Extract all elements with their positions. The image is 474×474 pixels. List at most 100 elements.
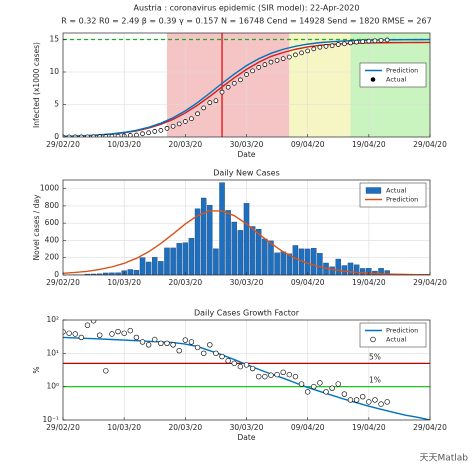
data-point: [195, 111, 200, 117]
data-point: [298, 381, 305, 387]
data-point: [317, 44, 323, 50]
data-point: [354, 39, 359, 45]
x-tick-label: 29/04/20: [413, 140, 447, 149]
legend-label: Prediction: [386, 67, 418, 75]
x-tick-label: 19/04/20: [352, 278, 386, 287]
data-point: [323, 44, 329, 49]
data-point: [256, 373, 262, 380]
legend-swatch: [370, 336, 376, 343]
bar: [311, 247, 317, 275]
data-point: [139, 339, 146, 345]
data-point: [348, 40, 353, 46]
legend-label: Prediction: [386, 196, 418, 204]
x-tick-label: 19/04/20: [352, 423, 386, 432]
data-point: [200, 350, 207, 357]
data-point: [201, 105, 207, 111]
x-tick-label: 30/03/20: [230, 140, 264, 149]
y-axis-label: Infected (x1000 cases): [32, 42, 41, 128]
y-axis-label: Novel cases / day: [32, 194, 41, 261]
y-tick-label: 10²: [46, 315, 59, 324]
data-point: [164, 340, 170, 346]
data-point: [72, 331, 78, 337]
data-point: [213, 350, 219, 357]
reference-label: 5%: [369, 352, 381, 361]
panel: 29/02/20 10/03/20 20/03/20 30/03/20 09/04/20…: [32, 4, 447, 160]
data-point: [335, 381, 341, 387]
bar: [335, 258, 341, 275]
x-axis-label: Date: [238, 433, 256, 442]
data-point: [384, 399, 390, 405]
watermark: 天天Matlab: [419, 454, 468, 464]
data-point: [360, 39, 366, 44]
data-point: [378, 401, 384, 407]
data-point: [189, 116, 194, 122]
data-point: [317, 380, 323, 386]
data-point: [182, 119, 188, 124]
data-point: [341, 391, 348, 397]
data-point: [280, 56, 286, 62]
data-point: [158, 128, 164, 133]
data-point: [274, 371, 280, 378]
phase-region: [289, 33, 351, 137]
bar: [213, 248, 219, 275]
data-point: [256, 65, 262, 70]
data-point: [194, 344, 201, 351]
axes-frame: [62, 179, 431, 276]
data-point: [311, 383, 317, 390]
data-point: [127, 327, 133, 334]
x-tick-label: 09/04/20: [291, 278, 325, 287]
y-tick-label: 5: [54, 100, 59, 109]
data-point: [378, 37, 384, 43]
legend-label: Actual: [386, 187, 407, 195]
bar: [139, 257, 146, 275]
bar: [359, 268, 366, 275]
data-point: [372, 38, 378, 44]
bar: [133, 270, 140, 275]
bar: [341, 265, 348, 275]
data-point: [121, 330, 127, 336]
y-tick-label: 10: [49, 67, 59, 76]
y-axis-label: %: [32, 366, 41, 373]
data-point: [182, 337, 189, 343]
data-point: [164, 125, 170, 131]
bar: [207, 204, 213, 275]
data-point: [152, 336, 158, 343]
bar: [268, 240, 274, 275]
bar: [170, 247, 176, 275]
x-tick-label: 19/04/20: [352, 140, 386, 149]
data-point: [109, 331, 115, 337]
bar: [96, 273, 103, 275]
bar: [280, 251, 286, 275]
plot-content: [63, 320, 430, 420]
data-point: [304, 389, 311, 395]
data-point: [90, 320, 97, 324]
data-point: [84, 322, 91, 328]
y-tick-label: 10⁻¹: [42, 415, 59, 424]
bar: [194, 208, 201, 275]
bar: [329, 266, 335, 275]
data-point: [219, 353, 225, 360]
data-point: [103, 134, 109, 137]
y-tick-label: 15: [49, 35, 59, 44]
data-point: [133, 334, 140, 341]
bar: [188, 238, 195, 275]
legend-box: [359, 62, 427, 88]
data-point: [262, 373, 268, 380]
plot-content: [63, 180, 430, 275]
legend-box: [359, 182, 427, 208]
bar: [127, 269, 134, 275]
x-tick-label: 29/02/20: [46, 423, 80, 432]
legend-label: Actual: [386, 76, 407, 84]
y-tick-label: 10⁰: [46, 382, 59, 391]
y-tick-label: 600: [45, 218, 60, 227]
data-point: [335, 42, 341, 47]
bar: [219, 182, 225, 275]
bar: [292, 245, 299, 275]
data-point: [244, 72, 249, 77]
panel: 29/02/20 10/03/20 20/03/20 30/03/20 09/04/20…: [32, 309, 447, 443]
data-point: [347, 397, 354, 403]
x-tick-label: 30/03/20: [230, 423, 264, 432]
bar: [176, 243, 182, 275]
